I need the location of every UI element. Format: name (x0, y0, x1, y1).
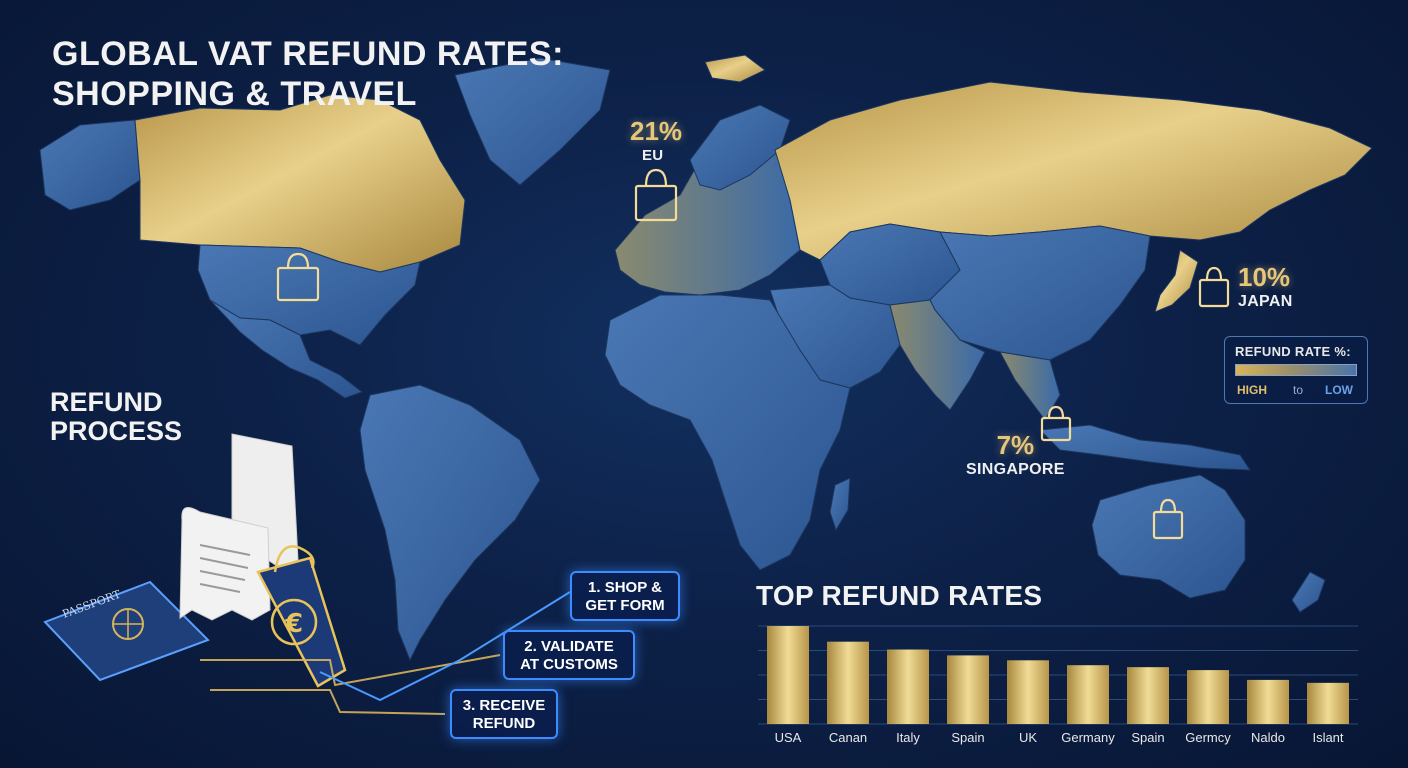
shopping-bag-euro-illustration: € (256, 545, 347, 688)
x-tick-label: Germany (1061, 730, 1115, 745)
x-tick-label: Islant (1312, 730, 1343, 745)
callout-japan: 10% JAPAN (1238, 262, 1293, 311)
alaska-shape (39, 119, 141, 211)
legend-title: REFUND RATE %: (1235, 344, 1351, 359)
x-tick-label: Germcy (1185, 730, 1231, 745)
connector-line (200, 654, 501, 687)
chart-bar (1127, 667, 1169, 724)
callout-percent: 21% (630, 116, 683, 146)
south-america-shape (359, 384, 541, 662)
x-tick-label: USA (775, 730, 802, 745)
x-tick-label: Spain (951, 730, 984, 745)
australia-shape (1091, 474, 1246, 599)
callout-eu: 21% EU (630, 116, 682, 164)
step-line-2: AT CUSTOMS (520, 656, 618, 673)
callout-name: SINGAPORE (966, 461, 1065, 478)
chart-title: TOP REFUND RATES (756, 580, 1043, 611)
x-tick-label: Naldo (1251, 730, 1285, 745)
legend-to-label: to (1293, 383, 1304, 397)
chart-bar (947, 655, 989, 724)
x-tick-label: Italy (896, 730, 920, 745)
japan-shape (1154, 249, 1199, 313)
x-tick-label: Spain (1131, 730, 1164, 745)
africa-shape (604, 294, 851, 571)
chart-bar (1307, 682, 1349, 724)
chart-bar (1067, 665, 1109, 724)
callout-percent: 10% (1238, 262, 1291, 292)
greenland-shape (454, 57, 611, 186)
x-tick-label: Canan (829, 730, 867, 745)
canada-shape (134, 94, 466, 273)
connector-line (210, 689, 446, 715)
process-title-line-1: REFUND (50, 387, 163, 417)
chart-bar (827, 641, 869, 724)
india-shape (889, 299, 986, 411)
step-line-2: REFUND (472, 715, 536, 732)
chart-bar (1187, 670, 1229, 724)
shopping-bag-icon (634, 168, 678, 222)
callout-name: JAPAN (1238, 293, 1293, 310)
process-title-line-2: PROCESS (50, 416, 183, 446)
callout-singapore: 7% SINGAPORE (966, 430, 1065, 479)
process-step-3: 3. RECEIVE REFUND (450, 689, 558, 739)
legend-high-label: HIGH (1237, 383, 1267, 397)
callout-name: EU (642, 147, 664, 164)
connector-line (319, 591, 571, 702)
southeast-asia-shape (999, 351, 1061, 421)
iceland-shape (704, 54, 766, 83)
shopping-bag-icon (276, 252, 320, 302)
x-tick-label: UK (1019, 730, 1037, 745)
refund-rate-legend: REFUND RATE %: HIGH to LOW (1224, 336, 1368, 404)
shopping-bag-icon (1040, 405, 1072, 442)
chart-bar (1007, 660, 1049, 724)
receipt-illustration (179, 433, 299, 621)
legend-low-label: LOW (1325, 383, 1353, 397)
chart-bar (1247, 679, 1289, 724)
madagascar-shape (829, 477, 851, 532)
callout-percent: 7% (996, 430, 1035, 460)
step-line-1: 3. RECEIVE (462, 697, 546, 714)
chart-bar (887, 649, 929, 724)
step-line-1: 1. SHOP & (588, 579, 662, 596)
step-line-1: 2. VALIDATE (524, 638, 614, 655)
title-line-2: SHOPPING & TRAVEL (52, 75, 417, 113)
title-line-1: GLOBAL VAT REFUND RATES: (52, 35, 564, 73)
refund-process-title: REFUND PROCESS (50, 388, 182, 446)
svg-text:€: € (284, 609, 303, 639)
mexico-shape (209, 299, 364, 399)
page-title: GLOBAL VAT REFUND RATES: SHOPPING & TRAV… (52, 34, 672, 114)
shopping-bag-icon (1152, 498, 1184, 540)
new-zealand-shape (1291, 571, 1326, 613)
chart-bar (767, 626, 809, 724)
process-step-1: 1. SHOP & GET FORM (570, 571, 680, 621)
process-step-2: 2. VALIDATE AT CUSTOMS (503, 630, 635, 680)
indonesia-shape (1038, 424, 1251, 471)
legend-gradient-bar (1235, 364, 1357, 376)
shopping-bag-icon (1198, 266, 1230, 308)
step-line-2: GET FORM (585, 597, 665, 614)
